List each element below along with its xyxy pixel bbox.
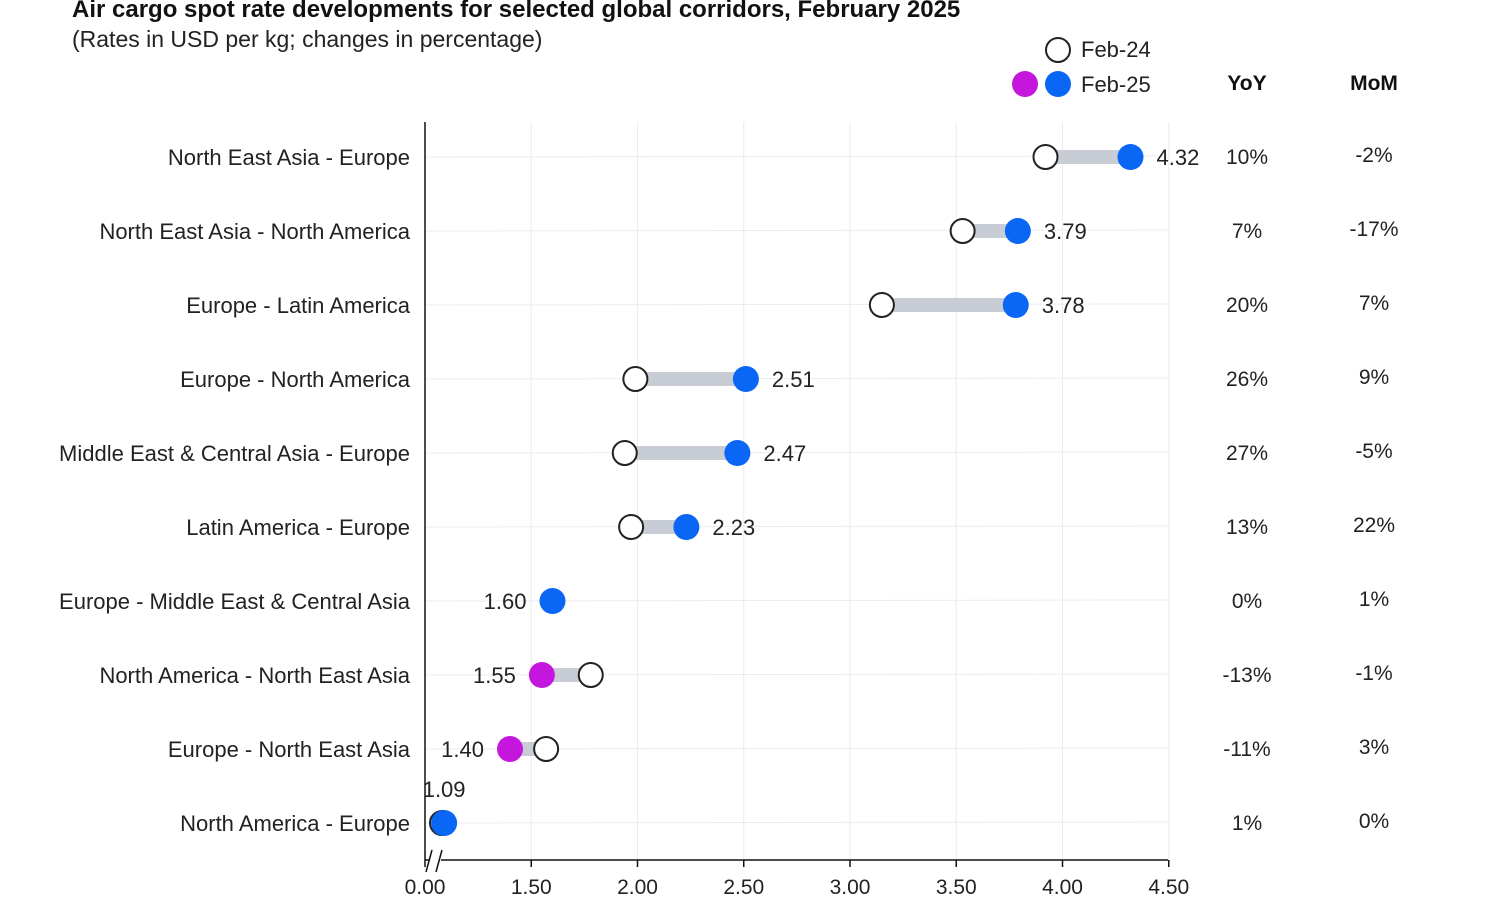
feb25-point xyxy=(724,440,751,466)
corridor-label: North America - North East Asia xyxy=(99,663,410,688)
mom-value: -5% xyxy=(1355,440,1392,463)
yoy-value: 10% xyxy=(1226,146,1268,169)
chart-title: Air cargo spot rate developments for sel… xyxy=(72,0,961,23)
corridor-label: Europe - North America xyxy=(180,367,411,392)
mom-value: 1% xyxy=(1359,588,1389,611)
y-gridline xyxy=(424,821,1169,824)
y-gridline xyxy=(424,451,1169,454)
legend-feb24-marker xyxy=(1045,37,1071,63)
mom-value: 22% xyxy=(1353,514,1395,537)
mom-value: -1% xyxy=(1355,662,1392,685)
chart-subtitle: (Rates in USD per kg; changes in percent… xyxy=(72,26,543,52)
y-gridline xyxy=(424,599,1169,602)
x-tick-label: 2.00 xyxy=(617,876,658,899)
corridor-label: North East Asia - Europe xyxy=(168,145,410,170)
feb25-point xyxy=(1117,144,1144,170)
x-tick-label: 1.50 xyxy=(511,876,552,899)
value-label: 3.79 xyxy=(1044,219,1087,244)
mom-value: -17% xyxy=(1349,218,1398,241)
corridor-row: Middle East & Central Asia - Europe 2.47 2… xyxy=(59,440,1393,466)
mom-value: 3% xyxy=(1359,736,1389,759)
feb24-point xyxy=(577,662,604,688)
corridor-label: North America - Europe xyxy=(180,811,410,836)
mom-value: 7% xyxy=(1359,292,1389,315)
value-label: 1.60 xyxy=(484,589,527,614)
corridor-label: Europe - Middle East & Central Asia xyxy=(59,589,411,614)
x-tick-label: 4.50 xyxy=(1148,876,1189,899)
corridor-row: North East Asia - North America 3.79 7% -17… xyxy=(99,218,1399,244)
feb25-point xyxy=(1004,218,1031,244)
feb24-point xyxy=(622,366,649,392)
y-gridline xyxy=(424,303,1169,306)
value-label: 2.51 xyxy=(772,367,815,392)
corridor-rows: North East Asia - Europe 4.32 10% -2%North … xyxy=(59,144,1399,836)
feb24-point xyxy=(868,292,895,318)
mom-column-header: MoM xyxy=(1350,72,1398,95)
legend: Feb-24 Feb-25 xyxy=(1012,37,1151,97)
feb24-point xyxy=(1032,144,1059,170)
legend-feb25-increase-marker xyxy=(1045,71,1071,97)
mom-value: -2% xyxy=(1355,144,1392,167)
legend-feb24-label: Feb-24 xyxy=(1081,37,1151,62)
axis-break-marker xyxy=(425,848,443,873)
yoy-value: 0% xyxy=(1232,590,1262,613)
corridor-row: Europe - North America 2.51 26% 9% xyxy=(180,366,1389,392)
yoy-value: 13% xyxy=(1226,516,1268,539)
feb24-point xyxy=(618,514,645,540)
value-label: 3.78 xyxy=(1042,293,1085,318)
feb25-point xyxy=(673,514,700,540)
feb25-point xyxy=(497,736,523,762)
yoy-value: -11% xyxy=(1223,738,1270,761)
value-label: 1.40 xyxy=(441,737,484,762)
y-gridline xyxy=(424,525,1169,528)
value-label: 1.09 xyxy=(423,777,466,802)
feb24-point xyxy=(533,736,560,762)
yoy-value: 20% xyxy=(1226,294,1268,317)
yoy-value: -13% xyxy=(1222,664,1271,687)
corridor-label: Europe - North East Asia xyxy=(168,737,411,762)
value-label: 4.32 xyxy=(1157,145,1200,170)
axes xyxy=(424,122,1168,873)
feb25-point xyxy=(732,366,759,392)
value-label: 2.23 xyxy=(712,515,755,540)
x-tick-label: 3.50 xyxy=(936,876,977,899)
feb25-point xyxy=(1002,292,1029,318)
feb25-point xyxy=(539,588,566,614)
corridor-row: North East Asia - Europe 4.32 10% -2% xyxy=(168,144,1393,170)
corridor-label: Middle East & Central Asia - Europe xyxy=(59,441,410,466)
value-label: 1.55 xyxy=(473,663,516,688)
x-tick-label: 0.00 xyxy=(405,876,446,899)
corridor-label: Latin America - Europe xyxy=(186,515,410,540)
feb25-point xyxy=(431,810,458,836)
x-tick-label: 2.50 xyxy=(723,876,764,899)
corridor-row: North America - North East Asia 1.55 -13% -… xyxy=(99,662,1393,688)
corridor-row: North America - Europe 1.09 1% 0% xyxy=(180,777,1389,836)
feb24-point xyxy=(611,440,638,466)
corridor-row: Europe - Latin America 3.78 20% 7% xyxy=(186,292,1389,318)
yoy-value: 7% xyxy=(1232,220,1262,243)
yoy-value: 1% xyxy=(1232,812,1262,835)
corridor-row: Europe - North East Asia 1.40 -11% 3% xyxy=(168,736,1389,762)
y-gridline xyxy=(424,229,1169,232)
x-tick-label: 3.00 xyxy=(830,876,871,899)
value-label: 2.47 xyxy=(763,441,806,466)
yoy-value: 27% xyxy=(1226,442,1268,465)
x-tick-label: 4.00 xyxy=(1042,876,1083,899)
y-gridline xyxy=(424,377,1169,380)
mom-value: 0% xyxy=(1359,810,1389,833)
x-tick-labels: 0.00 1.50 2.00 2.50 3.00 3.50 4.00 4.50 xyxy=(405,860,1189,899)
feb25-point xyxy=(528,662,555,688)
corridor-label: North East Asia - North America xyxy=(99,219,410,244)
corridor-label: Europe - Latin America xyxy=(186,293,411,318)
feb24-point xyxy=(949,218,976,244)
legend-feb25-label: Feb-25 xyxy=(1081,72,1151,97)
yoy-value: 26% xyxy=(1226,368,1268,391)
yoy-column-header: YoY xyxy=(1227,72,1266,95)
mom-value: 9% xyxy=(1359,366,1389,389)
corridor-row: Latin America - Europe 2.23 13% 22% xyxy=(186,514,1395,540)
corridor-row: Europe - Middle East & Central Asia 1.60 0… xyxy=(59,588,1389,614)
legend-feb25-decrease-marker xyxy=(1012,71,1038,97)
